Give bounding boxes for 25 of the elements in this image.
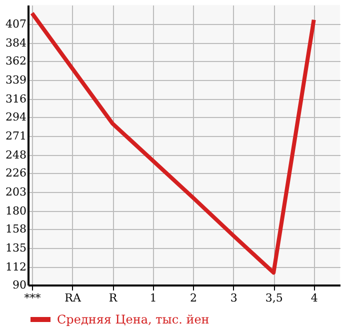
x-tick-label: *** [24, 292, 42, 304]
y-tick-label: 271 [6, 129, 26, 142]
y-tick-label: 362 [6, 54, 26, 68]
y-tick-label: 384 [6, 36, 26, 50]
x-tick-label: RA [64, 292, 82, 304]
y-tick-label: 203 [6, 185, 26, 198]
y-tick-label: 90 [12, 278, 26, 292]
line-series [30, 11, 316, 275]
y-tick-label: 316 [6, 92, 26, 106]
y-tick-label: 180 [6, 204, 26, 218]
y-tick-label: 112 [6, 260, 26, 274]
legend-label: Средняя Цена, тыс. йен [57, 312, 210, 326]
x-tick-label: 3 [230, 292, 238, 304]
x-tick-label: 1 [150, 292, 157, 304]
y-tick-label: 248 [6, 148, 26, 162]
x-tick-label: 3,5 [265, 292, 283, 304]
x-tick-label: 4 [310, 292, 318, 304]
y-tick-label: 226 [6, 166, 26, 180]
y-tick-label: 339 [6, 73, 26, 86]
y-tick-label: 135 [6, 241, 26, 254]
y-tick-label: 294 [6, 110, 26, 124]
y-tick-label: 158 [6, 222, 26, 236]
x-tick-label: R [108, 292, 118, 304]
y-tick-label: 407 [6, 17, 26, 30]
x-tick-label: 2 [190, 292, 198, 304]
